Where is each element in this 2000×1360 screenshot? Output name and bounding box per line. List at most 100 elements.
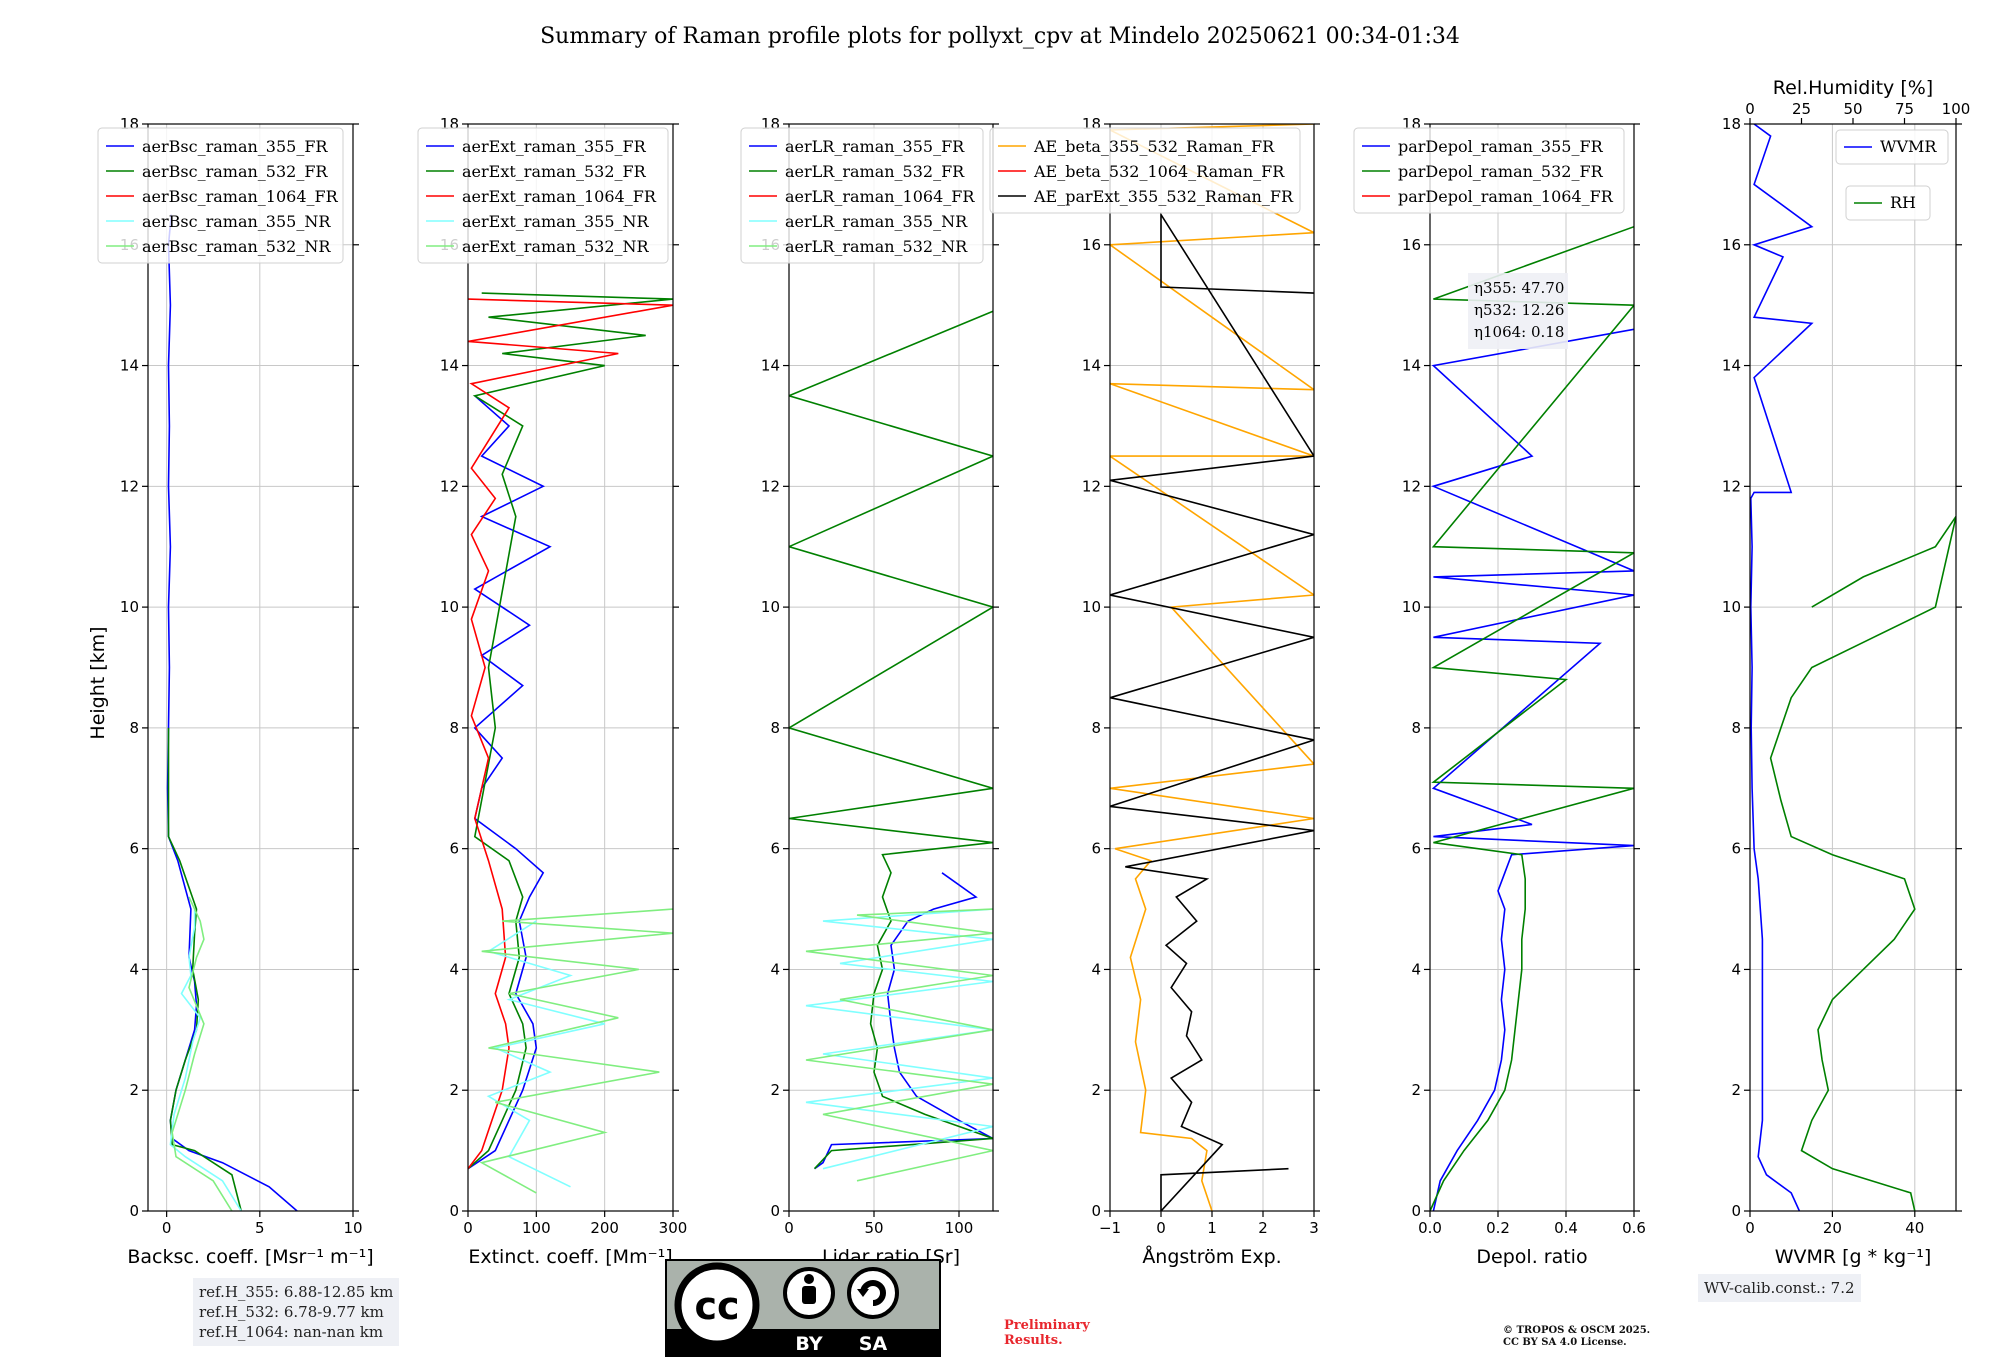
x-tick-label: 40 — [1905, 1219, 1924, 1237]
series-line-parDepol_raman_355_FR — [1431, 328, 1634, 1211]
y-tick-label: 8 — [449, 719, 459, 737]
copyright-notice: © TROPOS & OSCM 2025. CC BY SA 4.0 Licen… — [1503, 1325, 1650, 1349]
copyright-line-2: CC BY SA 4.0 License. — [1503, 1337, 1627, 1348]
legend-entry: parDepol_raman_1064_FR — [1398, 187, 1614, 206]
x-tick-label: 300 — [659, 1219, 688, 1237]
series-line-aerLR_raman_532_FR — [789, 310, 993, 1170]
y-tick-label: 12 — [761, 477, 780, 495]
x-axis-label: Backsc. coeff. [Msr⁻¹ m⁻¹] — [127, 1246, 373, 1268]
series-line-WVMR — [1750, 124, 1814, 1211]
attribution-icon-body — [802, 1286, 816, 1304]
x-tick-label: 1 — [1207, 1219, 1217, 1237]
y-tick-label: 2 — [770, 1081, 780, 1099]
annotation-box — [1468, 273, 1568, 349]
axes-frame — [467, 123, 674, 1212]
x-axis-label: Depol. ratio — [1476, 1246, 1587, 1268]
y-tick-label: 14 — [440, 357, 459, 375]
share-alike-icon-arrow — [857, 1289, 869, 1297]
axes-frame — [788, 123, 994, 1212]
series-group — [1750, 124, 1956, 1211]
y-tick-label: 10 — [1402, 598, 1421, 616]
axes-frame — [147, 123, 354, 1212]
y-tick-label: 14 — [761, 357, 780, 375]
legend-entry: aerLR_raman_355_FR — [785, 137, 965, 156]
y-tick-label: 10 — [1082, 598, 1101, 616]
x-tick-label: 20 — [1823, 1219, 1842, 1237]
series-group — [789, 310, 993, 1182]
series-group — [1110, 124, 1314, 1211]
legend-box — [989, 127, 1301, 214]
y-tick-label: 0 — [770, 1202, 780, 1220]
x-tick-label: 0 — [784, 1219, 794, 1237]
x-tick-label: 0.6 — [1622, 1219, 1646, 1237]
y-tick-label: 6 — [449, 840, 459, 858]
y-tick-label: 6 — [1731, 840, 1741, 858]
y-tick-label: 16 — [1722, 236, 1741, 254]
y-tick-label: 8 — [1091, 719, 1101, 737]
x-tick-label: 0.2 — [1486, 1219, 1510, 1237]
y-tick-label: 4 — [1731, 960, 1741, 978]
y-tick-label: 6 — [1411, 840, 1421, 858]
x-tick-label: 10 — [343, 1219, 362, 1237]
legend-entry: aerLR_raman_355_NR — [785, 212, 968, 231]
legend-entry: parDepol_raman_355_FR — [1398, 137, 1604, 156]
x2-tick-label: 100 — [1942, 100, 1971, 118]
x-tick-label: 200 — [590, 1219, 619, 1237]
cc-icon — [674, 1262, 760, 1348]
y-tick-label: 6 — [770, 840, 780, 858]
series-group — [468, 292, 673, 1194]
legend-entry: aerExt_raman_532_NR — [462, 237, 650, 256]
legend-entry: RH — [1890, 193, 1916, 212]
copyright-line-1: © TROPOS & OSCM 2025. — [1503, 1325, 1651, 1336]
y-tick-label: 14 — [1402, 357, 1421, 375]
y-tick-label: 6 — [129, 840, 139, 858]
y-tick-label: 4 — [129, 960, 139, 978]
y-tick-label: 2 — [449, 1081, 459, 1099]
legend-entry: AE_parExt_355_532_Raman_FR — [1033, 187, 1294, 206]
legend-entry: parDepol_raman_532_FR — [1398, 162, 1604, 181]
legend-entry: aerLR_raman_532_FR — [785, 162, 965, 181]
legend-entry: AE_beta_355_532_Raman_FR — [1033, 137, 1275, 156]
y-tick-label: 0 — [1731, 1202, 1741, 1220]
y-tick-label: 12 — [1722, 477, 1741, 495]
ref-height-532: ref.H_532: 6.78-9.77 km — [199, 1303, 384, 1321]
y-tick-label: 16 — [1082, 236, 1101, 254]
x-tick-label: 2 — [1258, 1219, 1268, 1237]
y-tick-label: 10 — [1722, 598, 1741, 616]
panel-lidar_ratio: 024681012141618050100Lidar ratio [Sr]aer… — [740, 115, 999, 1268]
y-tick-label: 4 — [449, 960, 459, 978]
x-tick-label: 0 — [1156, 1219, 1166, 1237]
legend-box — [1845, 185, 1931, 221]
badge-by-label: BY — [795, 1333, 822, 1355]
y-tick-label: 12 — [1402, 477, 1421, 495]
y-tick-label: 16 — [1402, 236, 1421, 254]
y-tick-label: 0 — [449, 1202, 459, 1220]
series-line-aerExt_raman_532_NR — [479, 908, 673, 1194]
attribution-icon-head — [804, 1274, 814, 1284]
y-tick-label: 12 — [440, 477, 459, 495]
x2-axis-label: Rel.Humidity [%] — [1773, 77, 1933, 99]
annotation-line: η355: 47.70 — [1474, 279, 1564, 297]
series-line-AE_beta_355_532_Raman_FR — [1110, 124, 1314, 1211]
legend-box — [97, 127, 344, 264]
legend-box — [1835, 129, 1949, 165]
x2-tick-label: 25 — [1792, 100, 1811, 118]
legend-entry: aerBsc_raman_1064_FR — [142, 187, 339, 206]
x-tick-label: 5 — [255, 1219, 265, 1237]
x-tick-label: 100 — [522, 1219, 551, 1237]
legend-entry: aerExt_raman_532_FR — [462, 162, 647, 181]
y-tick-label: 8 — [1411, 719, 1421, 737]
series-line-aerBsc_raman_532_NR — [171, 896, 233, 1211]
series-line-AE_parExt_355_532_Raman_FR — [1110, 211, 1314, 1211]
y-tick-label: 6 — [1091, 840, 1101, 858]
legend-entry: aerBsc_raman_532_NR — [142, 237, 331, 256]
badge-sa-label: SA — [859, 1333, 888, 1355]
x-tick-label: 100 — [945, 1219, 974, 1237]
y-tick-label: 18 — [1722, 115, 1741, 133]
x-tick-label: 0.4 — [1554, 1219, 1578, 1237]
preliminary-line-1: Preliminary — [1004, 1318, 1090, 1333]
series-line-aerLR_raman_532_NR — [805, 908, 993, 1182]
y-tick-label: 4 — [1091, 960, 1101, 978]
